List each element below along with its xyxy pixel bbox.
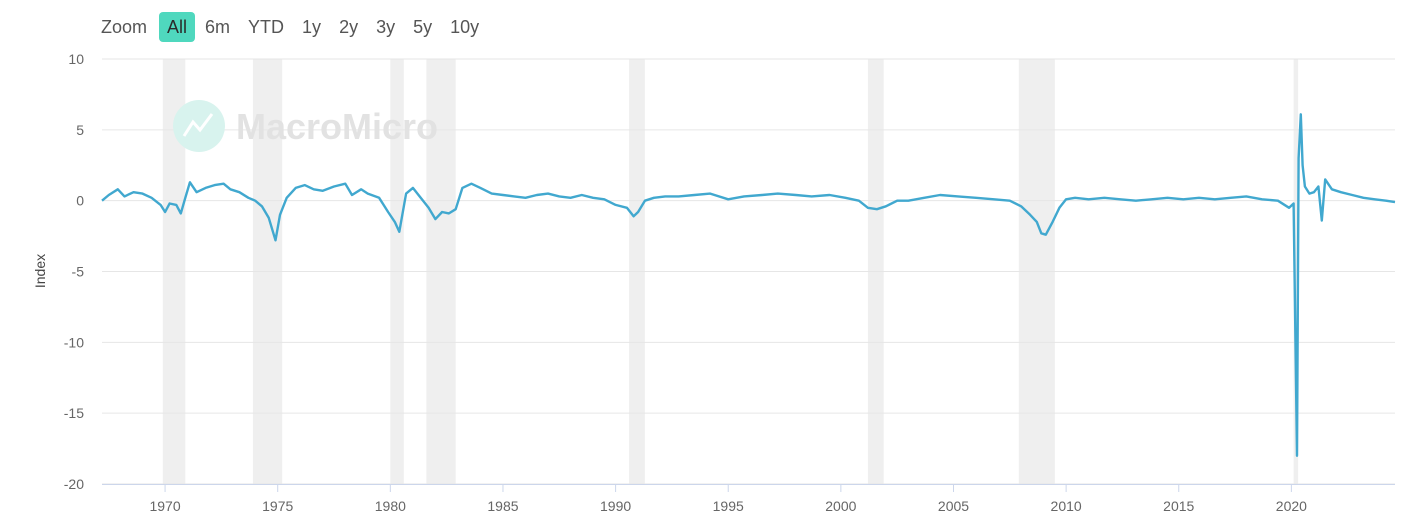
y-tick-label: -15 [64,405,84,421]
y-tick-label: -20 [64,476,84,492]
zoom-label: Zoom [101,16,148,37]
zoom-button-5y[interactable]: 5y [413,17,433,37]
zoom-button-3y[interactable]: 3y [376,17,396,37]
x-tick-label: 1975 [262,498,293,514]
y-tick-label: 5 [76,122,84,138]
series-line [101,113,1396,457]
zoom-button-ytd[interactable]: YTD [248,17,285,37]
x-tick-label: 2010 [1051,498,1082,514]
zoom-button-all[interactable]: All [159,12,196,42]
x-tick-label: 1995 [713,498,744,514]
y-tick-label: 0 [76,193,84,209]
x-tick-label: 2005 [938,498,969,514]
zoom-button-6m[interactable]: 6m [205,17,231,37]
x-tick-label: 2015 [1163,498,1194,514]
y-axis-title: Index [32,254,48,288]
macromicro-logo-icon [173,100,225,152]
zoom-button-2y[interactable]: 2y [339,17,359,37]
x-tick-label: 1980 [375,498,406,514]
y-tick-label: -5 [72,264,85,280]
logo-trend-icon [182,113,214,137]
zoom-bar: Zoom All 6m YTD 1y 2y 3y 5y 10y [95,11,489,43]
watermark-text: MacroMicro [236,106,438,147]
x-tick-label: 2020 [1276,498,1307,514]
x-tick-label: 1985 [487,498,518,514]
x-tick-label: 2000 [825,498,856,514]
x-tick-label: 1990 [600,498,631,514]
axes: 10 5 0 -5 -10 -15 -20 1970 1975 1980 1985 1990 1995 2… [64,51,1395,514]
zoom-button-1y[interactable]: 1y [302,17,322,37]
watermark: MacroMicro [173,100,438,152]
zoom-button-10y[interactable]: 10y [450,17,480,37]
x-tick-label: 1970 [149,498,180,514]
y-tick-label: -10 [64,334,84,350]
y-tick-label: 10 [68,51,84,67]
